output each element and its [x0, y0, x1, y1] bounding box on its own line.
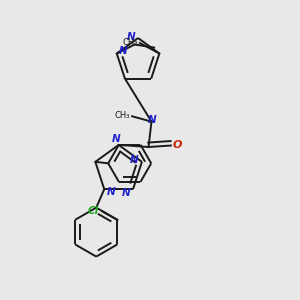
Text: O: O [173, 140, 182, 150]
Text: N: N [130, 155, 139, 165]
Text: CH₃: CH₃ [114, 111, 130, 120]
Text: CH₃: CH₃ [122, 38, 138, 46]
Text: N: N [127, 32, 136, 41]
Text: N: N [122, 188, 131, 198]
Text: N: N [112, 134, 121, 144]
Text: N: N [118, 46, 127, 56]
Text: N: N [148, 115, 157, 124]
Text: N: N [106, 187, 115, 196]
Text: Cl: Cl [88, 206, 99, 216]
